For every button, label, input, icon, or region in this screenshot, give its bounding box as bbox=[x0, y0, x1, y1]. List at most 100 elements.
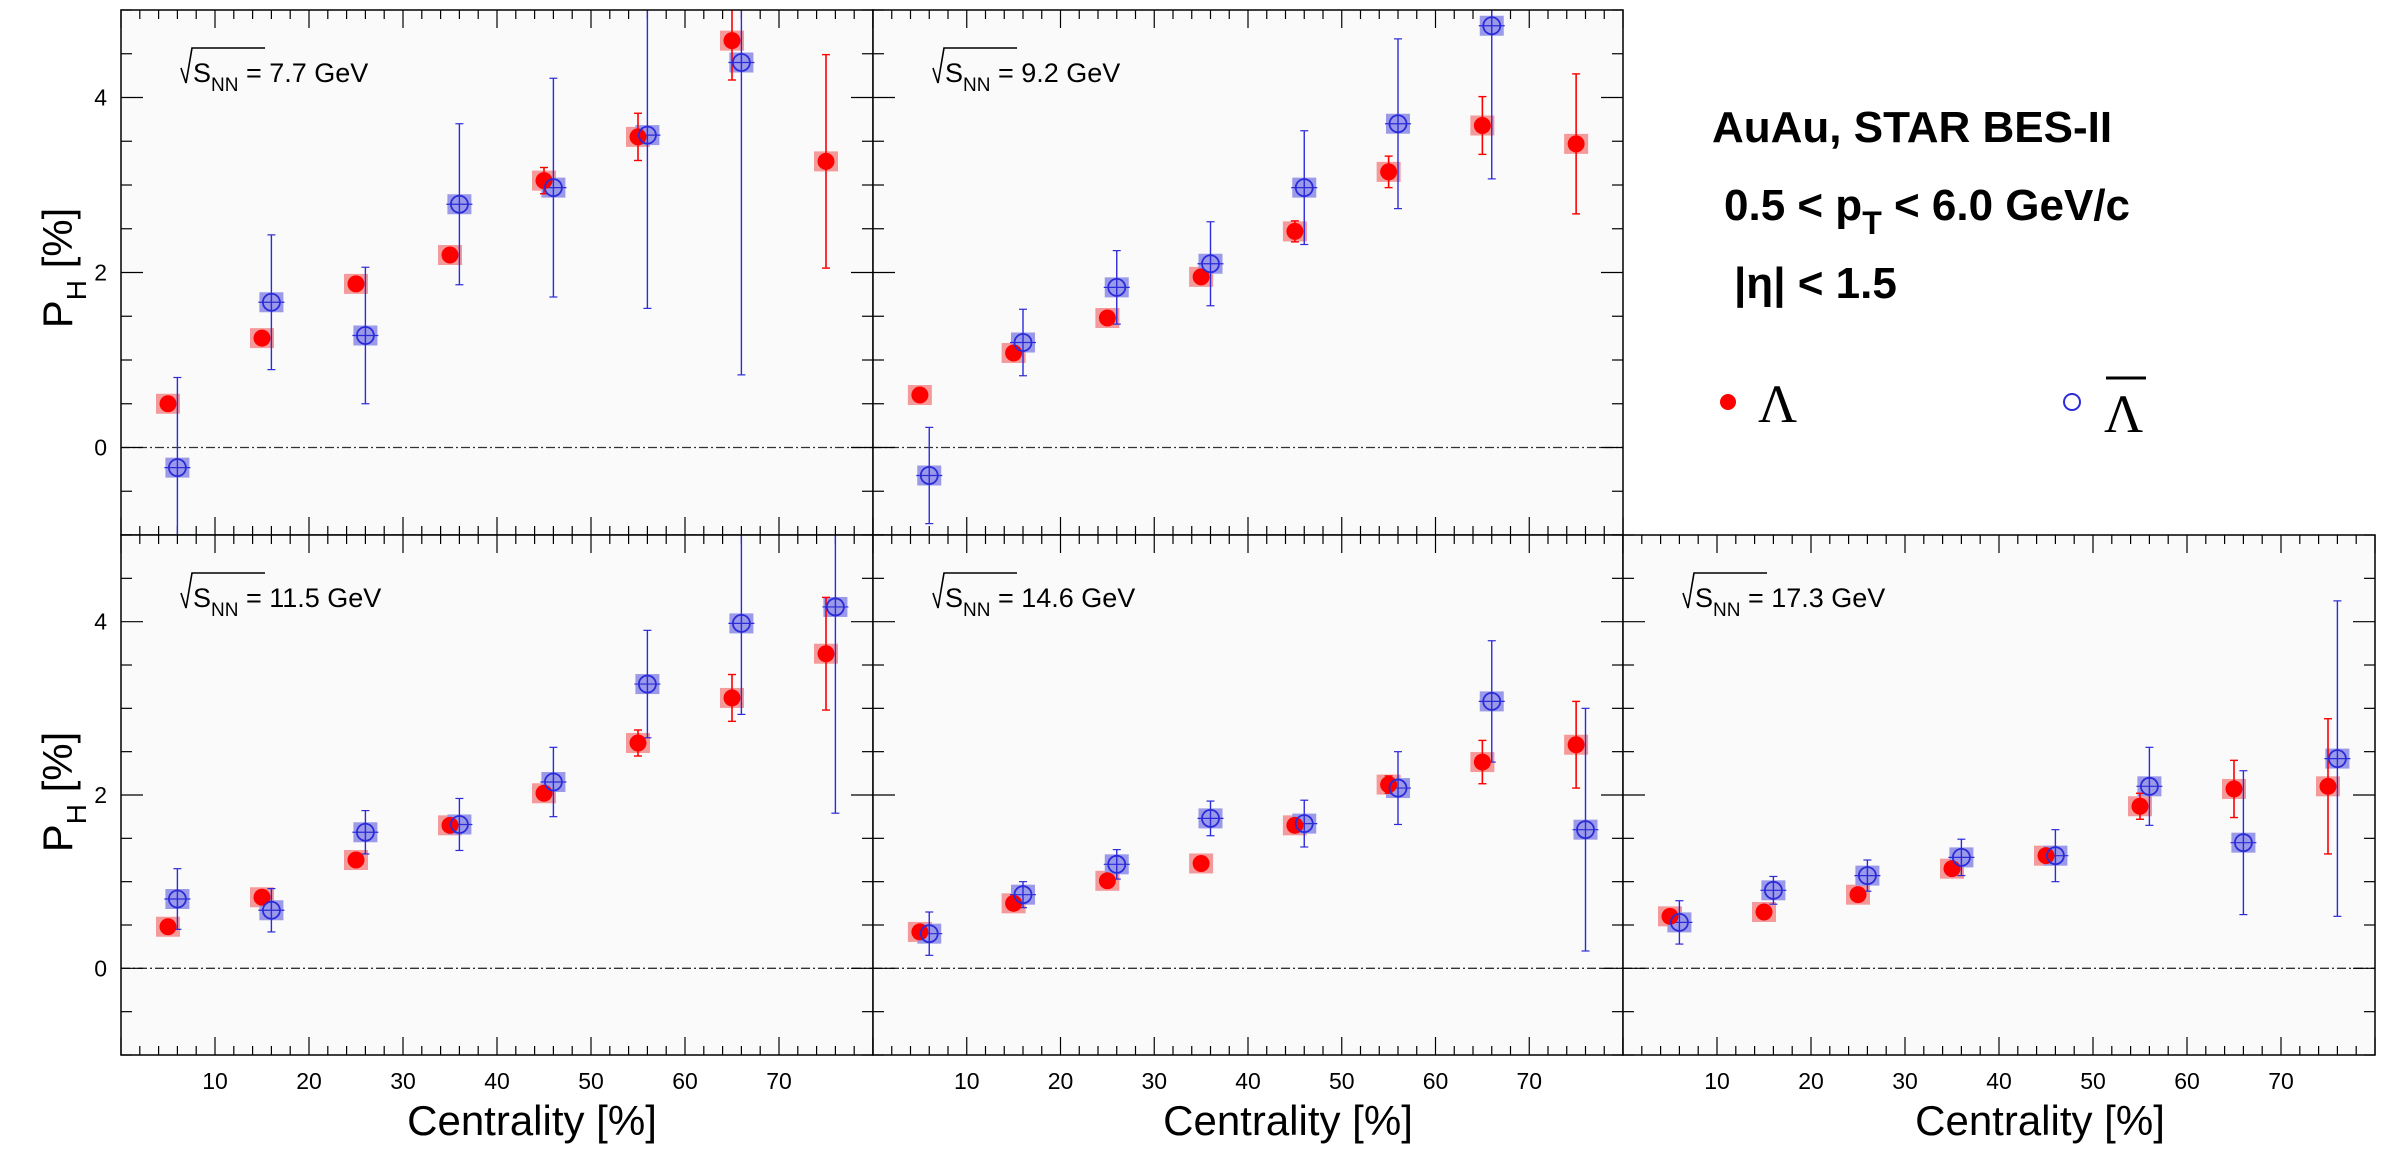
legend-lambda-marker bbox=[1720, 394, 1736, 410]
lambda-point bbox=[1286, 222, 1304, 240]
antilambda-point bbox=[1388, 114, 1408, 134]
energy-label: SNN = 11.5 GeV bbox=[193, 583, 381, 621]
lambda-point bbox=[1473, 117, 1491, 134]
lambda-point bbox=[817, 152, 835, 170]
energy-label: SNN = 9.2 GeV bbox=[945, 58, 1120, 96]
energy-label: SNN = 7.7 GeV bbox=[193, 58, 368, 96]
antilambda-point bbox=[919, 466, 939, 485]
sqrt-sign bbox=[932, 47, 1017, 84]
x-tick-label: 50 bbox=[1329, 1068, 1355, 1094]
x-tick-label: 40 bbox=[1986, 1068, 2012, 1094]
x-tick-label: 50 bbox=[578, 1068, 604, 1094]
antilambda-point bbox=[732, 614, 751, 633]
x-axis-title-1: Centrality [%] bbox=[407, 1097, 657, 1144]
legend-lambda-label: Λ bbox=[1758, 374, 1797, 434]
lambda-point bbox=[1473, 753, 1491, 771]
data-layer bbox=[907, 640, 1599, 956]
lambda-point bbox=[253, 888, 271, 906]
antilambda-point bbox=[544, 772, 563, 792]
x-tick-label: 30 bbox=[1892, 1068, 1918, 1094]
antilambda-point bbox=[2233, 833, 2253, 853]
x-tick-label: 60 bbox=[1423, 1068, 1449, 1094]
legend-antilambda-label: Λ bbox=[2104, 384, 2143, 444]
antilambda-point bbox=[638, 674, 657, 694]
lambda-point bbox=[2319, 777, 2337, 795]
lambda-point bbox=[1380, 163, 1398, 181]
antilambda-point bbox=[449, 194, 469, 214]
antilambda-point bbox=[1107, 277, 1127, 297]
lambda-point bbox=[1380, 776, 1398, 794]
x-tick-label: 10 bbox=[954, 1068, 980, 1094]
lambda-point bbox=[1005, 344, 1023, 362]
antilambda-point bbox=[1670, 913, 1689, 932]
antilambda-point bbox=[355, 822, 375, 842]
x-axis-title-2: Centrality [%] bbox=[1163, 1097, 1413, 1144]
lambda-point bbox=[535, 784, 553, 802]
x-tick-label: 70 bbox=[2268, 1068, 2294, 1094]
info-pt-range: 0.5 < pT < 6.0 GeV/c bbox=[1724, 181, 2130, 241]
y-tick-label: 4 bbox=[94, 85, 107, 111]
antilambda-point bbox=[2045, 846, 2065, 866]
lambda-point bbox=[1567, 736, 1585, 754]
antilambda-point bbox=[1013, 885, 1033, 905]
x-tick-label: 20 bbox=[296, 1068, 322, 1094]
x-tick-label: 40 bbox=[484, 1068, 510, 1094]
lambda-point bbox=[1098, 872, 1116, 890]
x-tick-label: 10 bbox=[1704, 1068, 1730, 1094]
x-tick-label: 70 bbox=[1516, 1068, 1542, 1094]
energy-label: SNN = 14.6 GeV bbox=[945, 583, 1135, 621]
lambda-point bbox=[1098, 309, 1116, 327]
y-axis-title-top: PH [%] bbox=[34, 208, 92, 329]
x-tick-label: 10 bbox=[202, 1068, 228, 1094]
lambda-point bbox=[1192, 268, 1210, 286]
antilambda-point bbox=[2139, 776, 2159, 796]
panel-5: 10 20 30 40 50 60 70 SNN = 17.3 GeV bbox=[1622, 534, 2376, 1094]
panel-3: 10 20 30 40 50 60 70 0 2 4 SNN = 11.5 GeV bbox=[94, 534, 874, 1094]
x-tick-label: 60 bbox=[672, 1068, 698, 1094]
lambda-point bbox=[911, 386, 929, 404]
y-tick-label: 4 bbox=[94, 609, 107, 635]
antilambda-point bbox=[1294, 814, 1314, 833]
antilambda-point bbox=[919, 924, 939, 944]
antilambda-point bbox=[167, 458, 187, 478]
lambda-point bbox=[2131, 797, 2149, 815]
antilambda-point bbox=[1482, 692, 1502, 711]
data-layer bbox=[156, 535, 849, 937]
x-tick-label: 60 bbox=[2174, 1068, 2200, 1094]
x-tick-label: 20 bbox=[1798, 1068, 1824, 1094]
antilambda-point bbox=[1952, 848, 1971, 867]
antilambda-point bbox=[1482, 16, 1502, 36]
lambda-point bbox=[1849, 886, 1867, 904]
antilambda-point bbox=[732, 53, 751, 72]
data-layer bbox=[156, 10, 838, 535]
antilambda-point bbox=[261, 900, 281, 920]
x-tick-label: 40 bbox=[1235, 1068, 1261, 1094]
lambda-point bbox=[347, 851, 365, 869]
antilambda-point bbox=[1764, 880, 1783, 900]
antilambda-point bbox=[1294, 178, 1314, 198]
info-collision-system: AuAu, STAR BES-II bbox=[1712, 103, 2112, 152]
legend-block: AuAu, STAR BES-II 0.5 < pT < 6.0 GeV/c |… bbox=[1712, 103, 2146, 444]
antilambda-point bbox=[449, 815, 469, 834]
lambda-point bbox=[159, 918, 177, 936]
antilambda-point bbox=[544, 178, 563, 198]
lambda-point bbox=[1755, 903, 1773, 921]
antilambda-point bbox=[355, 326, 375, 345]
antilambda-point bbox=[1201, 254, 1220, 274]
sqrt-sign bbox=[180, 47, 265, 84]
panel-frame bbox=[1622, 534, 2376, 1056]
lambda-point bbox=[441, 816, 459, 834]
lambda-point bbox=[629, 734, 647, 752]
panel-4: 10 20 30 40 50 60 70 SNN = 14.6 GeV bbox=[872, 534, 1624, 1094]
sqrt-sign bbox=[1682, 572, 1767, 609]
lambda-point bbox=[441, 246, 459, 264]
energy-label: SNN = 17.3 GeV bbox=[1695, 583, 1885, 621]
lambda-point bbox=[1567, 135, 1585, 153]
antilambda-point bbox=[1107, 854, 1127, 874]
y-tick-label: 0 bbox=[94, 435, 107, 461]
lambda-point bbox=[159, 395, 177, 413]
